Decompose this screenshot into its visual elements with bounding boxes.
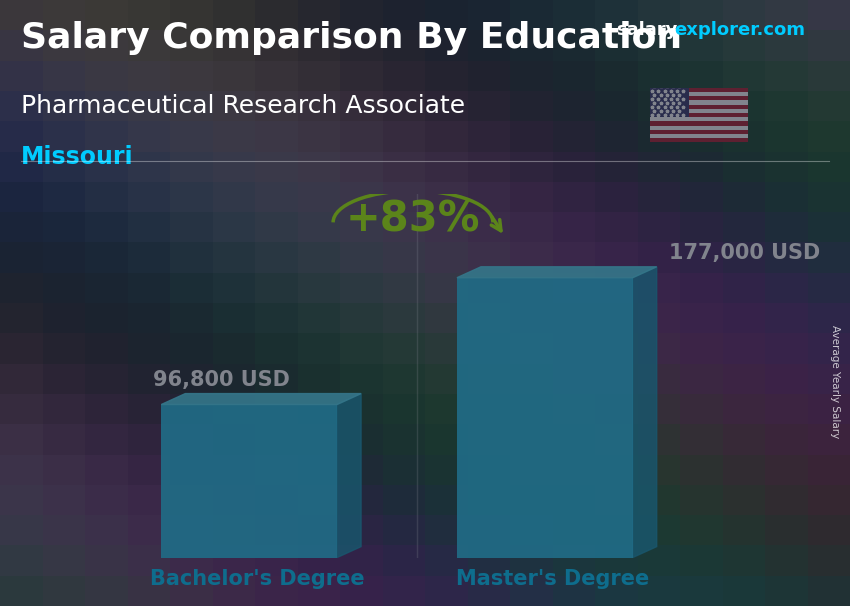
Bar (650, 88, 748, 92)
Bar (650, 134, 748, 138)
Text: Average Yearly Salary: Average Yearly Salary (830, 325, 840, 438)
Bar (650, 109, 748, 113)
Text: +83%: +83% (346, 198, 480, 240)
Bar (457, 278, 632, 558)
Text: explorer.com: explorer.com (674, 21, 805, 39)
Bar (650, 105, 748, 109)
Bar (650, 121, 748, 125)
Text: Pharmaceutical Research Associate: Pharmaceutical Research Associate (21, 94, 466, 118)
Bar (650, 101, 748, 105)
Bar (650, 130, 748, 134)
Polygon shape (457, 267, 657, 278)
Bar (650, 88, 689, 117)
Bar (650, 117, 748, 121)
Polygon shape (632, 267, 657, 558)
Bar (650, 96, 748, 101)
Text: 96,800 USD: 96,800 USD (153, 370, 290, 390)
Text: 177,000 USD: 177,000 USD (669, 244, 820, 264)
Polygon shape (162, 393, 361, 404)
Bar (650, 113, 748, 117)
Bar (650, 125, 748, 130)
Text: Missouri: Missouri (21, 145, 133, 170)
Bar (162, 404, 337, 558)
Bar (650, 92, 748, 96)
Text: Salary Comparison By Education: Salary Comparison By Education (21, 21, 683, 55)
Bar (650, 138, 748, 142)
Text: Master's Degree: Master's Degree (456, 569, 649, 589)
Text: Bachelor's Degree: Bachelor's Degree (150, 569, 365, 589)
Polygon shape (337, 393, 361, 558)
Text: salary: salary (616, 21, 677, 39)
